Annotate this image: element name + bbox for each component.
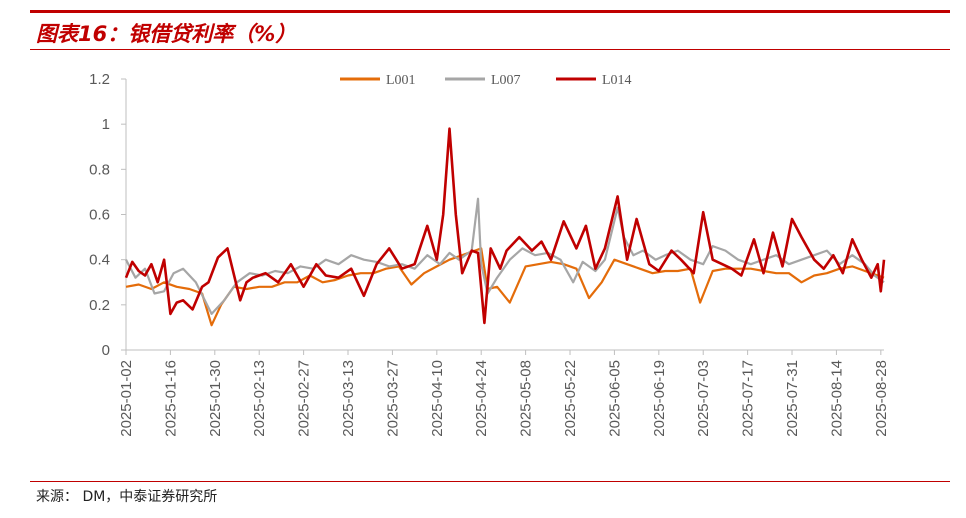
x-tick-label: 2025-01-30 [207, 360, 224, 437]
x-tick-label: 2025-01-02 [118, 360, 135, 437]
y-tick-label: 1 [102, 116, 110, 133]
figure-title: 图表16：银借贷利率（%） [36, 22, 297, 46]
x-tick-label: 2025-08-14 [828, 360, 845, 437]
title-underline [30, 49, 950, 50]
series-line-l001 [125, 247, 885, 327]
x-tick-label: 2025-06-19 [651, 360, 668, 437]
legend-label-l014: L014 [602, 73, 632, 88]
x-tick-label: 2025-07-31 [784, 360, 801, 437]
x-tick-label: 2025-07-03 [695, 360, 712, 437]
x-tick-label: 2025-05-22 [562, 360, 579, 437]
series-line-l014 [124, 127, 886, 325]
source-note: 来源： DM，中泰证券研究所 [36, 489, 218, 505]
x-tick-label: 2025-02-13 [251, 360, 268, 437]
x-tick-label: 2025-08-28 [873, 360, 890, 437]
x-tick-label: 2025-06-05 [606, 360, 623, 437]
top-rule [30, 10, 950, 13]
x-tick-label: 2025-01-16 [162, 360, 179, 437]
y-tick-label: 0.6 [89, 207, 110, 224]
x-tick-label: 2025-03-27 [384, 360, 401, 437]
y-tick-label: 0.2 [89, 297, 110, 314]
y-tick-label: 0.4 [89, 252, 110, 269]
x-tick-label: 2025-04-24 [473, 360, 490, 437]
y-tick-label: 0.8 [89, 161, 110, 178]
legend-label-l007: L007 [491, 73, 521, 88]
series-line-l007 [125, 197, 885, 315]
x-tick-label: 2025-05-08 [518, 360, 535, 437]
bottom-rule [30, 481, 950, 482]
x-tick-label: 2025-04-10 [429, 360, 446, 437]
x-tick-label: 2025-03-13 [340, 360, 357, 437]
line-chart: 0 0.2 0.4 0.6 0.8 1 1.2 2025-01-02 2025-01-16 202… [89, 71, 890, 437]
y-tick-label: 0 [102, 342, 110, 359]
legend-label-l001: L001 [386, 73, 416, 88]
x-tick-label: 2025-02-27 [296, 360, 313, 437]
y-tick-label: 1.2 [89, 71, 110, 88]
x-tick-label: 2025-07-17 [740, 360, 757, 437]
